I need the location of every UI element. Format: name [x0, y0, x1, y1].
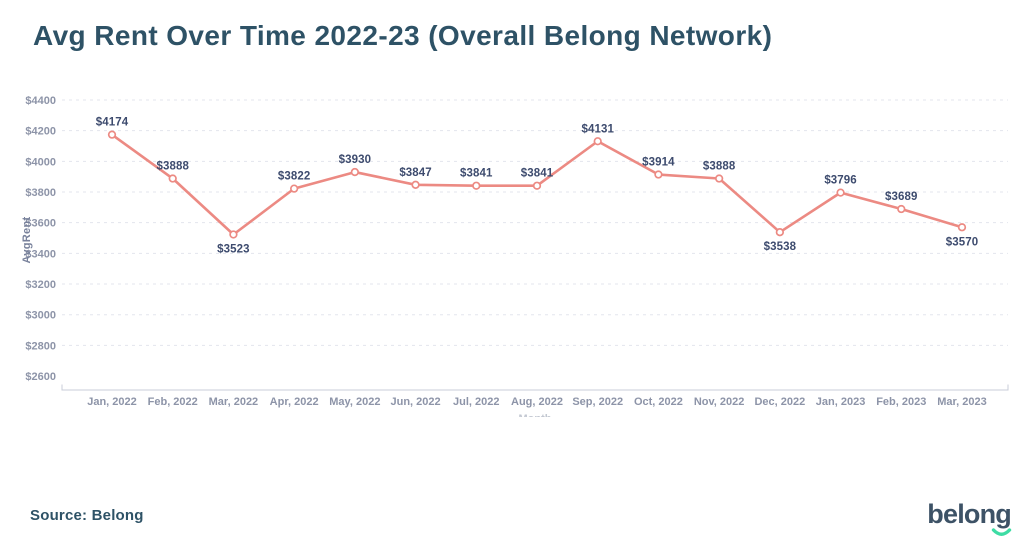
- data-point-value-label: $4174: [96, 117, 129, 129]
- data-point-value-label: $3689: [885, 191, 917, 203]
- data-point-marker: [775, 228, 785, 237]
- x-tick-label: Oct, 2022: [634, 396, 683, 408]
- data-point-marker: [714, 174, 724, 183]
- data-point-marker: [107, 130, 117, 139]
- x-tick-label: May, 2022: [329, 396, 380, 408]
- y-tick-label: $3000: [25, 310, 56, 322]
- y-tick-label: $4000: [25, 156, 56, 168]
- x-tick-label: Jan, 2022: [87, 396, 137, 408]
- data-point-marker: [350, 167, 360, 177]
- x-tick-label: Mar, 2023: [937, 396, 987, 408]
- y-tick-label: $3800: [25, 187, 56, 199]
- x-tick-label: Feb, 2023: [876, 396, 926, 408]
- x-tick-label: Mar, 2022: [209, 396, 259, 408]
- data-point-marker: [168, 174, 177, 183]
- data-point-value-label: $3888: [156, 161, 189, 173]
- belong-logo: belong: [921, 499, 1012, 536]
- data-point-marker: [532, 181, 542, 190]
- data-point-marker: [836, 188, 845, 197]
- x-tick-label: Jan, 2023: [816, 396, 866, 408]
- x-tick-label: Feb, 2022: [148, 396, 198, 408]
- y-tick-label: $2600: [25, 371, 56, 383]
- x-tick-label: Dec, 2022: [754, 396, 805, 408]
- y-tick-label: $4200: [25, 126, 56, 138]
- data-point-value-label: $4131: [581, 123, 614, 135]
- x-tick-label: Jul, 2022: [453, 396, 499, 408]
- data-point-marker: [593, 137, 602, 146]
- x-tick-label: Aug, 2022: [511, 396, 563, 408]
- y-tick-label: $3200: [25, 279, 56, 291]
- data-point-value-label: $3822: [278, 171, 310, 183]
- x-tick-label: Jun, 2022: [390, 396, 440, 408]
- y-axis-title: AvgRent: [21, 217, 33, 264]
- data-point-marker: [229, 230, 238, 239]
- x-tick-label: Apr, 2022: [270, 396, 319, 408]
- data-point-value-label: $3841: [460, 168, 493, 180]
- data-point-value-label: $3914: [642, 157, 675, 169]
- data-point-value-label: $3570: [946, 236, 978, 248]
- data-point-value-label: $3523: [217, 243, 249, 255]
- x-tick-label: Sep, 2022: [572, 396, 623, 408]
- data-point-value-label: $3538: [764, 241, 797, 253]
- data-point-marker: [897, 204, 906, 214]
- logo-smile-icon: [991, 528, 1012, 536]
- data-point-marker: [654, 170, 663, 179]
- source-attribution: Source: Belong: [30, 507, 144, 524]
- data-point-value-label: $3847: [399, 167, 431, 179]
- data-point-marker: [411, 180, 420, 189]
- data-point-marker: [472, 181, 481, 190]
- y-tick-label: $3600: [25, 218, 56, 230]
- data-point-value-label: $3930: [339, 154, 371, 166]
- data-point-value-label: $3841: [521, 168, 554, 180]
- x-axis-title-clipped: Month: [519, 413, 552, 425]
- x-tick-label: Nov, 2022: [694, 396, 745, 408]
- data-point-value-label: $3796: [824, 175, 856, 187]
- y-tick-label: $4400: [25, 95, 56, 107]
- belong-logo-wordmark: belong: [927, 499, 1012, 529]
- data-point-marker: [289, 184, 299, 193]
- chart-title: Avg Rent Over Time 2022-23 (Overall Belo…: [33, 20, 773, 51]
- data-point-value-label: $3888: [703, 161, 736, 173]
- y-tick-label: $3400: [25, 248, 56, 260]
- x-axis-line: [61, 384, 1009, 391]
- data-point-marker: [957, 223, 967, 232]
- y-tick-label: $2800: [25, 340, 56, 352]
